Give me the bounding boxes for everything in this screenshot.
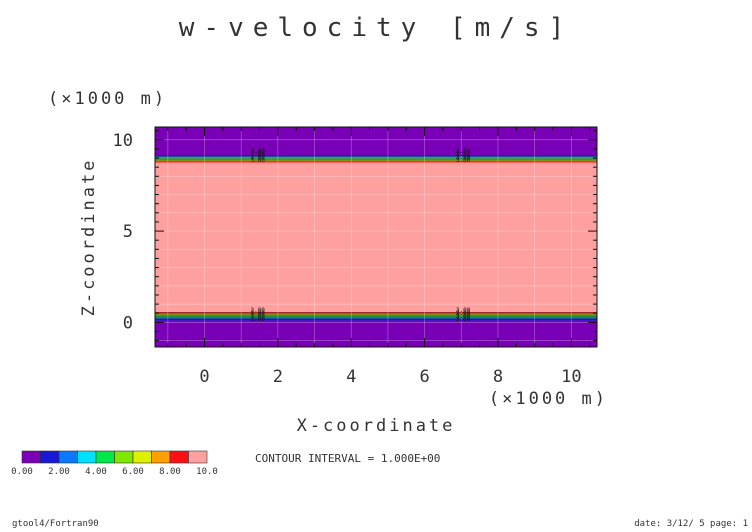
x-tick-label: 10 bbox=[561, 367, 581, 387]
contour-band-14 bbox=[155, 315, 597, 317]
contour-band-7 bbox=[155, 160, 597, 162]
x-tick-label: 0 bbox=[199, 367, 209, 387]
contour-label: 3.00 bbox=[456, 148, 471, 155]
colorbar-swatch bbox=[188, 450, 208, 464]
y-tick-label: 5 bbox=[123, 222, 133, 242]
contour-band-3 bbox=[155, 157, 597, 159]
y-axis-label: Z-coordinate bbox=[79, 158, 99, 317]
colorbar-swatch bbox=[58, 450, 78, 464]
contour-band-15 bbox=[155, 316, 597, 318]
contour-label: 3.00 bbox=[456, 157, 471, 164]
contour-label: 3.00 bbox=[456, 151, 471, 158]
contour-interval: CONTOUR INTERVAL = 1.000E+00 bbox=[255, 452, 440, 465]
x-tick-label: 2 bbox=[273, 367, 283, 387]
colorbar-swatch bbox=[95, 450, 115, 464]
y-tick-label: 10 bbox=[113, 131, 133, 151]
contour-band-0 bbox=[155, 127, 597, 156]
contour-band-4 bbox=[155, 158, 597, 159]
colorbar bbox=[21, 450, 208, 464]
contour-label-group-2: 3.003.003.003.00 bbox=[250, 307, 265, 323]
colorbar-swatch bbox=[169, 450, 189, 464]
colorbar-swatch bbox=[77, 450, 97, 464]
contour-labels: 3.003.003.003.003.003.003.003.003.003.00… bbox=[250, 148, 470, 323]
contour-label-group-3: 3.003.003.003.00 bbox=[456, 307, 471, 323]
contour-label: 3.00 bbox=[250, 310, 265, 317]
contour-label: 3.00 bbox=[250, 313, 265, 320]
x-axis-label: X-coordinate bbox=[297, 416, 456, 436]
x-tick-label: 6 bbox=[419, 367, 429, 387]
contour-band-2 bbox=[155, 156, 597, 158]
colorbar-swatch bbox=[132, 450, 152, 464]
x-axis-unit: (×1000 m) bbox=[489, 389, 608, 409]
contour-label: 3.00 bbox=[250, 148, 265, 155]
contour-band-8 bbox=[155, 161, 597, 163]
contour-label: 3.00 bbox=[250, 154, 265, 161]
grid bbox=[155, 127, 597, 347]
x-tick-label: 8 bbox=[493, 367, 503, 387]
contour-label: 3.00 bbox=[250, 157, 265, 164]
contour-band-16 bbox=[155, 317, 597, 319]
contour-band-18 bbox=[155, 320, 597, 347]
contour-label: 3.00 bbox=[456, 154, 471, 161]
contour-band-5 bbox=[155, 158, 597, 160]
contour-band-12 bbox=[155, 314, 597, 316]
colorbar-label: 8.00 bbox=[159, 467, 181, 477]
footer-left: gtool4/Fortran90 bbox=[12, 519, 99, 529]
y-axis-unit: (×1000 m) bbox=[48, 89, 167, 109]
contour-band-6 bbox=[155, 159, 597, 161]
contour-label-group-0: 3.003.003.003.00 bbox=[250, 148, 265, 164]
colorbar-label: 10.0 bbox=[196, 467, 218, 477]
contour-band-1 bbox=[155, 155, 597, 157]
colorbar-label: 0.00 bbox=[11, 467, 33, 477]
contour-label: 3.00 bbox=[456, 307, 471, 314]
contour-band-9 bbox=[155, 162, 597, 313]
colorbar-swatch bbox=[40, 450, 60, 464]
contour-band-11 bbox=[155, 313, 597, 315]
axis-ticks: 0 2 4 6 8 10 0 5 10 bbox=[113, 127, 597, 387]
colorbar-label: 4.00 bbox=[85, 467, 107, 477]
x-tick-label: 4 bbox=[346, 367, 356, 387]
contour-label: 3.00 bbox=[250, 151, 265, 158]
contour-label-group-1: 3.003.003.003.00 bbox=[456, 148, 471, 164]
plot-area bbox=[155, 127, 597, 347]
contour-label: 3.00 bbox=[456, 313, 471, 320]
contour-label: 3.00 bbox=[456, 316, 471, 323]
colorbar-label: 2.00 bbox=[48, 467, 70, 477]
colorbar-label: 6.00 bbox=[122, 467, 144, 477]
colorbar-swatch bbox=[114, 450, 134, 464]
colorbar-swatch bbox=[151, 450, 171, 464]
chart-title: w-velocity [m/s] bbox=[179, 13, 573, 43]
contour-label: 3.00 bbox=[456, 310, 471, 317]
contour-band-10 bbox=[155, 312, 597, 314]
contour-label: 3.00 bbox=[250, 307, 265, 314]
plot-frame bbox=[154, 126, 598, 348]
footer-right: date: 3/12/ 5 page: 1 bbox=[634, 519, 748, 529]
colorbar-swatch bbox=[21, 450, 41, 464]
contour-label: 3.00 bbox=[250, 316, 265, 323]
colorbar-labels: 0.00 2.00 4.00 6.00 8.00 10.0 bbox=[11, 467, 218, 477]
y-tick-label: 0 bbox=[123, 313, 133, 333]
contour-band-13 bbox=[155, 315, 597, 316]
contour-band-17 bbox=[155, 318, 597, 321]
